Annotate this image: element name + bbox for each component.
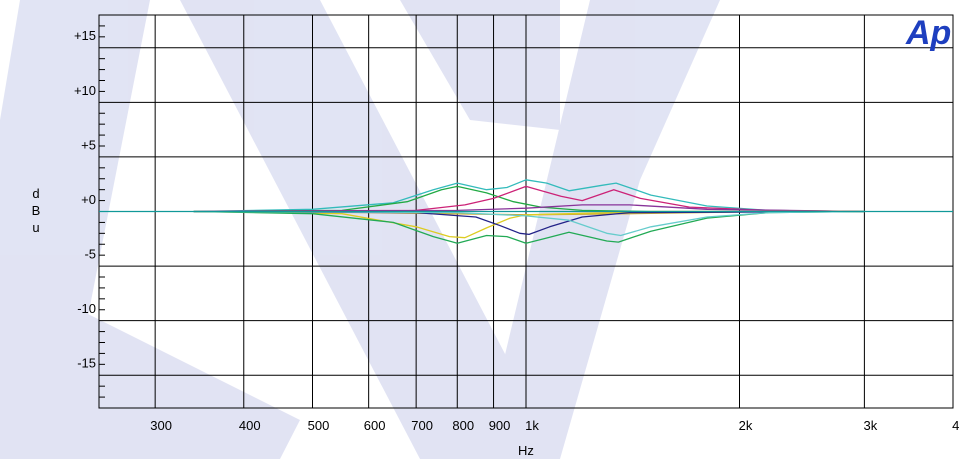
x-tick-label: 600 [364,418,386,433]
x-tick-label: 1k [525,418,539,433]
x-tick-label: 3k [864,418,878,433]
series-line-2 [193,185,865,213]
y-tick-label: +0 [81,192,96,207]
x-axis-label: Hz [518,443,534,458]
y-tick-label: +5 [81,137,96,152]
x-tick-label: 400 [239,418,261,433]
x-tick-label: 300 [150,418,172,433]
series-line-9 [193,210,865,237]
x-tick-label: 900 [489,418,511,433]
x-tick-label: 2k [739,418,753,433]
series-line-7 [193,210,865,236]
y-tick-label: -5 [84,247,96,262]
y-tick-label: +10 [74,83,96,98]
y-minor-ticks [99,14,105,409]
y-tick-labels: +15 +10 +5 +0 -5 -10 -15 [74,28,96,371]
series-line-4 [193,204,865,213]
series-lines [99,179,953,244]
x-tick-labels: 300 400 500 600 700 800 900 1k 2k 3k 4k [150,418,960,433]
y-tick-label: +15 [74,28,96,43]
x-tick-label: 500 [308,418,330,433]
ap-logo: Ap [905,14,951,52]
x-tick-label: 800 [452,418,474,433]
x-tick-label: 4k [952,418,960,433]
series-line-8 [193,210,865,244]
y-tick-label: -15 [77,356,96,371]
series-line-1 [193,179,865,213]
series-line-3 [193,185,865,213]
y-tick-label: -10 [77,301,96,316]
x-tick-label: 700 [411,418,433,433]
